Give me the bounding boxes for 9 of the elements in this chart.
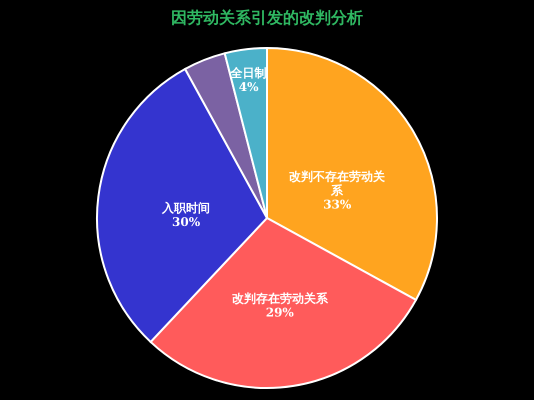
chart-title: 因劳动关系引发的改判分析 [171, 8, 363, 27]
slice-label: 全日制 [230, 66, 267, 80]
data-label: 4% [238, 80, 260, 94]
slice-label: 改判不存在劳动关系 [289, 169, 386, 198]
slice-label: 改判存在劳动关系 [232, 292, 329, 306]
data-label: 33% [323, 197, 352, 212]
slice-label: 入职时间 [161, 200, 210, 215]
data-label: 29% [266, 306, 294, 320]
data-label: 30% [172, 214, 201, 229]
